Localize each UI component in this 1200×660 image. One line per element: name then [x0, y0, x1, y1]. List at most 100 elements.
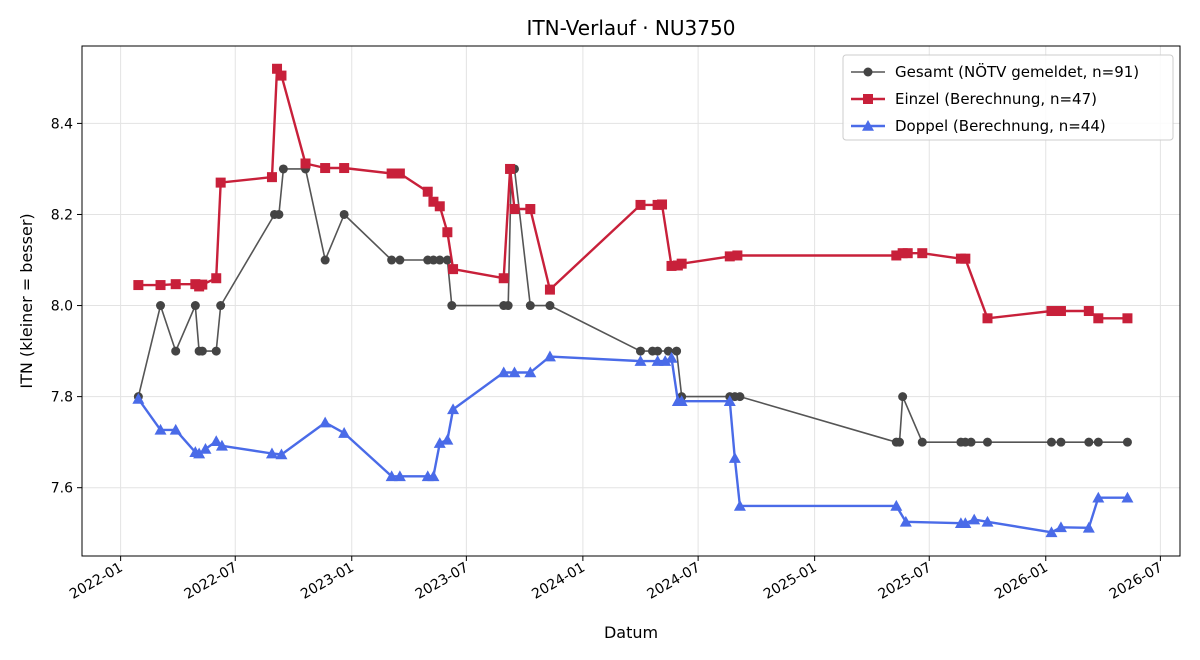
data-point: [959, 517, 972, 529]
data-point: [917, 437, 927, 447]
data-point: [276, 70, 287, 81]
legend[interactable]: Gesamt (NÖTV gemeldet, n=91) Einzel (Bere…: [842, 54, 1174, 141]
data-point: [428, 196, 439, 207]
data-point: [544, 284, 555, 295]
data-point: [338, 427, 351, 438]
legend-item[interactable]: Gesamt (NÖTV gemeldet, n=91): [851, 62, 1139, 81]
legend-label: Gesamt (NÖTV gemeldet, n=91): [895, 62, 1139, 81]
data-point: [385, 470, 398, 482]
legend-marker: [863, 94, 873, 104]
data-point: [393, 470, 406, 482]
data-point: [653, 346, 663, 356]
data-point: [508, 366, 521, 378]
data-point: [193, 447, 206, 459]
data-point: [171, 346, 181, 356]
data-point: [197, 346, 207, 356]
data-point: [422, 186, 433, 197]
data-point: [983, 437, 993, 447]
legend-label: Einzel (Berechnung, n=47): [895, 90, 1097, 108]
data-point: [1093, 313, 1104, 324]
x-axis-label: Datum: [604, 623, 658, 642]
data-point: [275, 448, 288, 460]
data-point: [968, 513, 981, 525]
data-point: [441, 433, 454, 445]
data-point: [1122, 313, 1133, 324]
data-point: [634, 355, 647, 366]
data-point: [428, 255, 438, 265]
data-point: [433, 437, 446, 448]
data-point: [635, 346, 645, 356]
data-point: [1092, 491, 1105, 503]
chart-title: ITN-Verlauf · NU3750: [527, 16, 736, 40]
data-point: [966, 437, 976, 447]
data-point: [509, 204, 520, 215]
data-point: [132, 392, 145, 404]
legend-marker: [863, 67, 873, 77]
data-point: [1046, 437, 1056, 447]
series-layer: [132, 63, 1134, 538]
data-point: [447, 403, 460, 415]
data-point: [199, 442, 212, 454]
data-point: [387, 255, 397, 265]
legend-box: [842, 54, 1174, 141]
data-point: [733, 499, 746, 511]
data-point: [1054, 521, 1067, 533]
data-point: [894, 437, 904, 447]
data-point: [435, 255, 445, 265]
data-point: [735, 392, 745, 402]
data-point: [274, 209, 284, 219]
series-square: [133, 63, 1133, 324]
data-point: [732, 250, 743, 261]
data-point: [651, 355, 664, 366]
data-point: [503, 301, 513, 311]
series-triangle: [132, 350, 1134, 538]
data-point: [442, 227, 453, 238]
data-point: [672, 346, 682, 356]
data-point: [386, 168, 397, 179]
data-point: [543, 350, 556, 362]
data-point: [1045, 526, 1058, 538]
data-point: [675, 395, 688, 406]
data-point: [1121, 491, 1134, 503]
data-point: [902, 248, 913, 259]
data-point: [982, 313, 993, 324]
data-point: [897, 248, 908, 259]
data-point: [266, 172, 277, 183]
data-point: [1055, 306, 1066, 317]
legend-item[interactable]: Einzel (Berechnung, n=47): [851, 90, 1097, 108]
data-point: [497, 366, 510, 378]
data-point: [1056, 437, 1066, 447]
data-point: [211, 346, 221, 356]
data-point: [676, 258, 687, 269]
data-point: [190, 301, 200, 311]
data-point: [278, 164, 288, 174]
data-point: [659, 355, 672, 366]
legend-item[interactable]: Doppel (Berechnung, n=44): [851, 117, 1106, 135]
data-point: [300, 158, 311, 169]
data-point: [505, 163, 516, 174]
data-point: [663, 346, 673, 356]
data-point: [917, 248, 928, 259]
data-point: [434, 201, 445, 212]
data-point: [210, 435, 223, 447]
legend-label: Doppel (Berechnung, n=44): [895, 117, 1106, 135]
data-point: [154, 423, 167, 435]
y-tick-label: 8.0: [51, 299, 73, 315]
data-point: [724, 251, 735, 262]
data-point: [728, 452, 741, 463]
data-point: [395, 255, 405, 265]
data-point: [215, 177, 226, 188]
data-point: [545, 301, 555, 311]
data-point: [898, 392, 908, 402]
data-point: [197, 279, 208, 290]
data-point: [320, 163, 331, 174]
data-point: [155, 280, 166, 291]
data-point: [215, 439, 228, 451]
y-tick-label: 7.8: [51, 390, 73, 406]
y-tick-label: 7.6: [51, 481, 73, 497]
data-point: [890, 499, 903, 511]
data-point: [524, 366, 537, 378]
data-point: [442, 255, 452, 265]
data-point: [1083, 306, 1094, 317]
